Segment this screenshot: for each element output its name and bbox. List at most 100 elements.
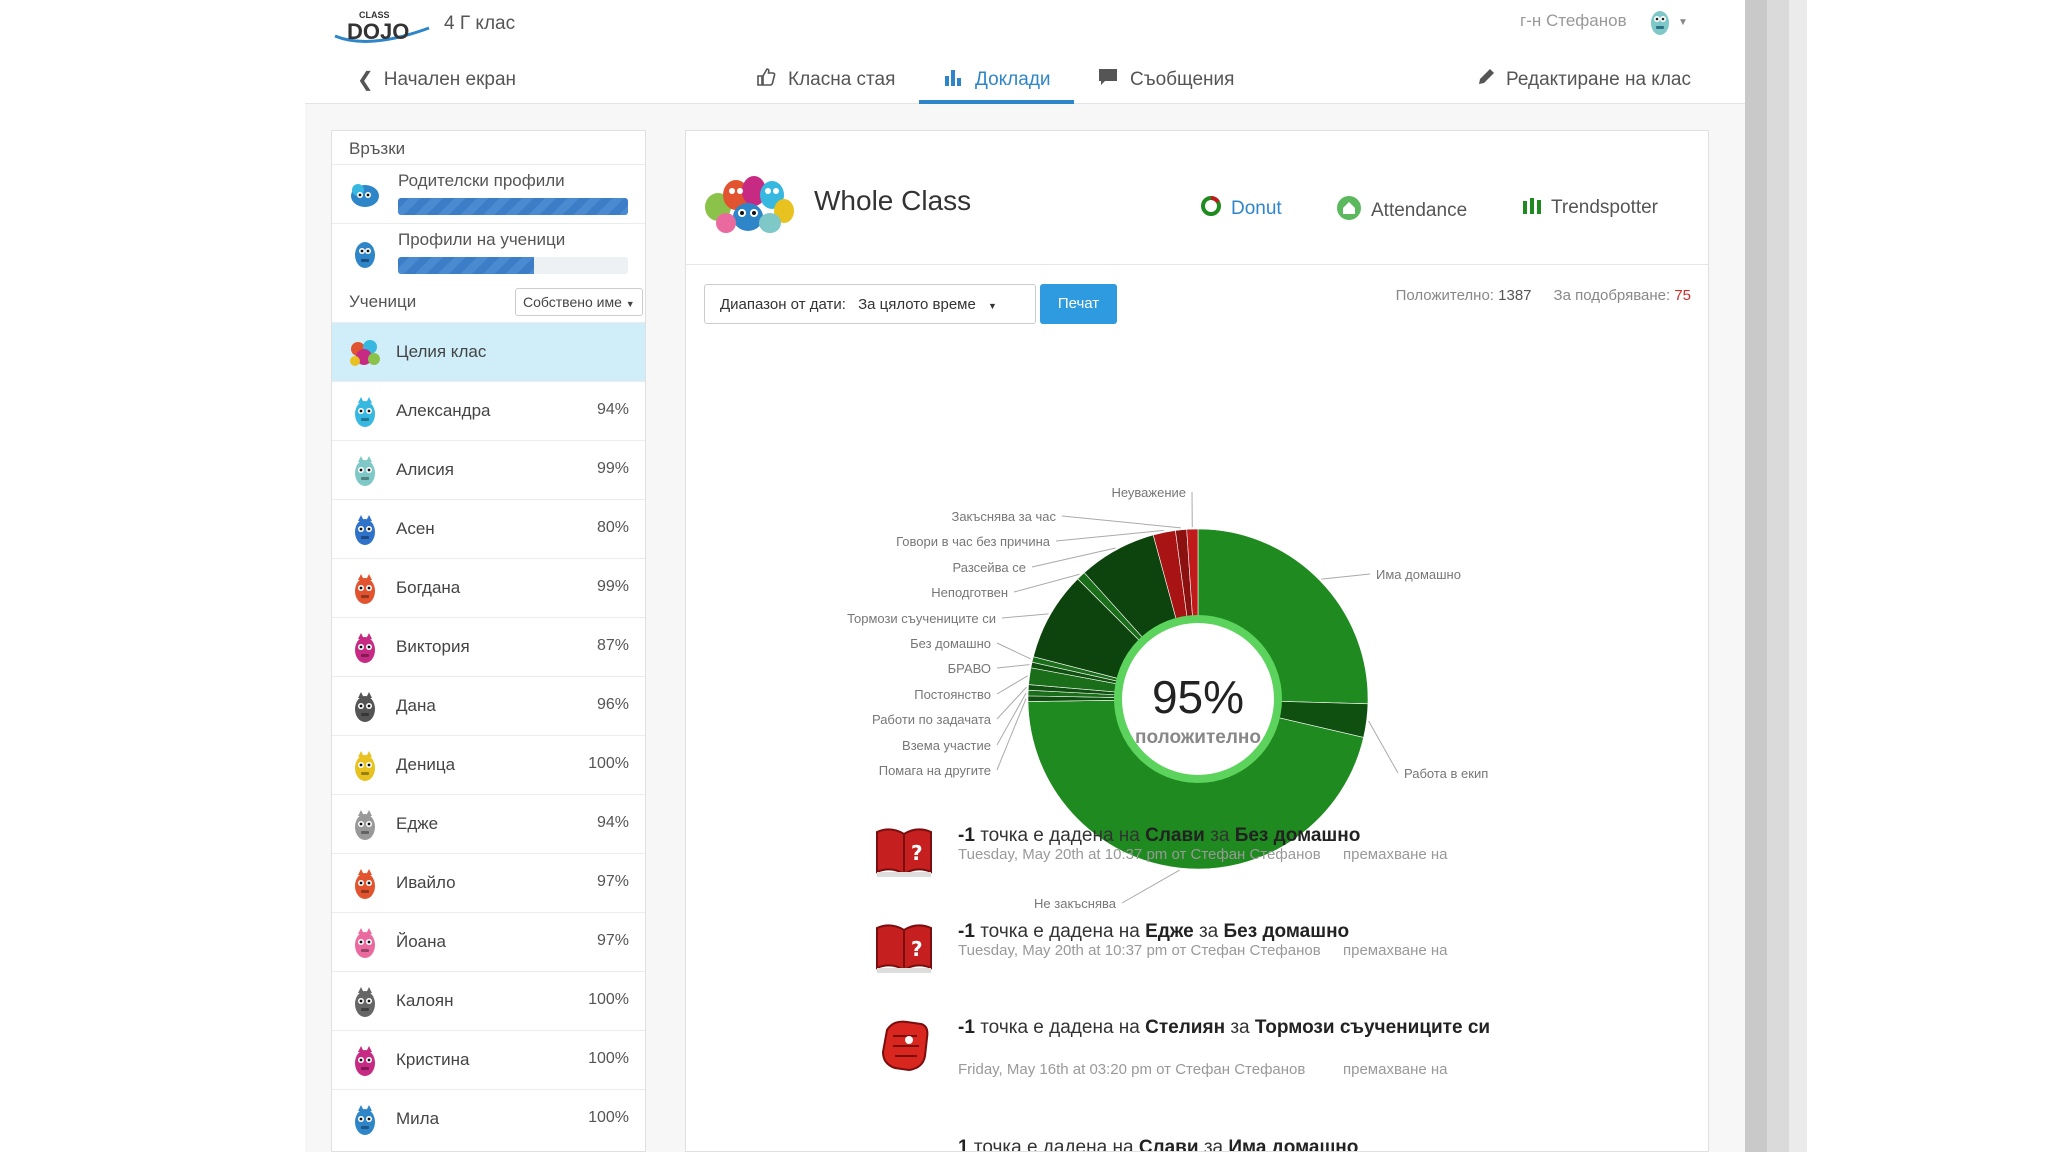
feed-points: 1 xyxy=(958,1137,969,1152)
student-percent: 100% xyxy=(588,1109,629,1126)
report-panel: Whole Class Donut Attendance Trendspotte… xyxy=(685,130,1709,1152)
tab-classroom[interactable]: Класна стая xyxy=(756,67,895,93)
student-row[interactable]: Виктория 87% xyxy=(332,617,645,676)
student-row[interactable]: Мила 100% xyxy=(332,1089,645,1148)
student-profiles-row[interactable]: Профили на ученици xyxy=(332,223,645,282)
fist-icon xyxy=(873,1016,935,1074)
slice-label: Закъснява за час xyxy=(951,509,1056,524)
feed-text-part: за xyxy=(1210,825,1230,846)
feed-message: -1 точка е дадена на Стелиян за Тормози … xyxy=(958,1016,1518,1039)
student-name: Дана xyxy=(396,696,436,715)
student-row[interactable]: Александра 94% xyxy=(332,381,645,440)
book-question-icon: ? xyxy=(873,920,935,978)
logo-small-text: CLASS xyxy=(359,10,390,20)
print-button[interactable]: Печат xyxy=(1040,284,1117,324)
feed-meta: Friday, May 16th at 03:20 pm от Стефан С… xyxy=(958,1061,1306,1078)
student-percent: 100% xyxy=(588,991,629,1008)
donut-inner-ring xyxy=(1114,615,1282,783)
student-row[interactable]: Богдана 99% xyxy=(332,558,645,617)
donut-view-button[interactable]: Donut xyxy=(1200,195,1282,223)
student-row[interactable]: Деница 100% xyxy=(332,735,645,794)
student-percent: 94% xyxy=(596,814,629,831)
feed-text-part: точка е дадена на xyxy=(973,1137,1134,1152)
student-percent: 100% xyxy=(588,755,629,772)
tab-reports[interactable]: Доклади xyxy=(943,67,1051,93)
back-home-link[interactable]: ❮ Начален екран xyxy=(357,67,516,92)
remove-point-link[interactable]: премахване на xyxy=(1343,1061,1448,1078)
student-row[interactable]: Едже 94% xyxy=(332,794,645,853)
student-row[interactable]: Кристина 100% xyxy=(332,1030,645,1089)
label-leader-line xyxy=(996,642,1031,660)
feed-text-part: точка е дадена на xyxy=(980,1017,1140,1038)
tab-label: Доклади xyxy=(975,69,1051,90)
student-monster-icon xyxy=(348,236,382,270)
feed-meta: Tuesday, May 20th at 10:37 pm от Стефан … xyxy=(958,846,1321,863)
student-percent: 100% xyxy=(588,1050,629,1067)
sort-dropdown[interactable]: Собствено име ▼ xyxy=(515,288,643,316)
label-leader-line xyxy=(1013,573,1080,593)
student-row[interactable]: Дана 96% xyxy=(332,676,645,735)
classdojo-logo[interactable]: CLASS DOJO xyxy=(329,6,433,46)
progress-fill xyxy=(398,198,628,215)
parent-profiles-row[interactable]: Родителски профили xyxy=(332,164,645,223)
student-percent: 97% xyxy=(596,873,629,890)
class-monsters-picture xyxy=(702,165,796,237)
student-avatar-icon xyxy=(348,748,382,784)
feed-behavior: Без домашно xyxy=(1223,921,1350,942)
attendance-view-button[interactable]: Attendance xyxy=(1336,195,1467,227)
slice-label: Неуважение xyxy=(1111,485,1186,500)
student-row[interactable]: Алисия 99% xyxy=(332,440,645,499)
attendance-icon xyxy=(1336,195,1362,227)
remove-point-link[interactable]: премахване на xyxy=(1343,846,1448,863)
improve-label: За подобряване: xyxy=(1553,287,1671,304)
student-avatar-icon xyxy=(348,1102,382,1138)
student-avatar-icon xyxy=(348,394,382,430)
feed-behavior: Има домашно xyxy=(1228,1137,1359,1152)
slice-label: Работа в екип xyxy=(1404,766,1488,781)
whole-class-row[interactable]: Целия клас xyxy=(332,322,645,381)
back-home-label: Начален екран xyxy=(383,68,517,90)
bird-icon xyxy=(873,1136,935,1151)
connections-heading: Връзки xyxy=(349,139,406,158)
teacher-avatar[interactable] xyxy=(1647,6,1673,38)
date-range-label: Диапазон от дати: xyxy=(720,296,846,313)
svg-text:?: ? xyxy=(911,841,923,865)
feed-message: 1 точка е дадена на Слави за Има домашно xyxy=(958,1136,1518,1152)
student-row[interactable]: Йоана 97% xyxy=(332,912,645,971)
positive-label: Положително: xyxy=(1395,287,1494,304)
student-row[interactable]: Ивайло 97% xyxy=(332,853,645,912)
edit-class-link[interactable]: Редактиране на клас xyxy=(1477,67,1691,92)
student-avatar-icon xyxy=(348,866,382,902)
student-avatar-icon xyxy=(348,453,382,489)
bar-chart-icon xyxy=(943,67,963,93)
label-leader-line xyxy=(996,698,1027,771)
student-avatar-icon xyxy=(348,1043,382,1079)
pencil-icon xyxy=(1477,67,1496,92)
teacher-name[interactable]: г-н Стефанов xyxy=(1520,11,1627,30)
class-name[interactable]: 4 Г клас xyxy=(444,13,516,34)
slice-label: БРАВО xyxy=(948,661,991,676)
chevron-down-icon[interactable]: ▼ xyxy=(1678,17,1688,28)
student-avatar-icon xyxy=(348,984,382,1020)
student-avatar-icon xyxy=(348,689,382,725)
tab-messages[interactable]: Съобщения xyxy=(1098,67,1234,93)
trendspotter-view-button[interactable]: Trendspotter xyxy=(1522,195,1658,221)
feed-message: -1 точка е дадена на Едже за Без домашно xyxy=(958,920,1518,943)
student-name: Алисия xyxy=(396,460,454,479)
student-name: Александра xyxy=(396,401,491,420)
remove-point-link[interactable]: премахване на xyxy=(1343,942,1448,959)
student-name: Деница xyxy=(396,755,456,774)
date-range-dropdown[interactable]: Диапазон от дати: За цялото време ▼ xyxy=(704,284,1036,324)
parent-profiles-label: Родителски профили xyxy=(398,171,565,190)
student-percent: 80% xyxy=(596,519,629,536)
student-name: Едже xyxy=(396,814,439,833)
slice-label: Неподготвен xyxy=(931,585,1008,600)
slice-label: Взема участие xyxy=(902,738,991,753)
student-row[interactable]: Асен 80% xyxy=(332,499,645,558)
window-shadow xyxy=(1767,0,1789,1152)
feed-behavior: Без домашно xyxy=(1234,825,1361,846)
student-row[interactable]: Калоян 100% xyxy=(332,971,645,1030)
label-leader-line xyxy=(1055,529,1164,542)
slice-label: Разсейва се xyxy=(953,560,1026,575)
